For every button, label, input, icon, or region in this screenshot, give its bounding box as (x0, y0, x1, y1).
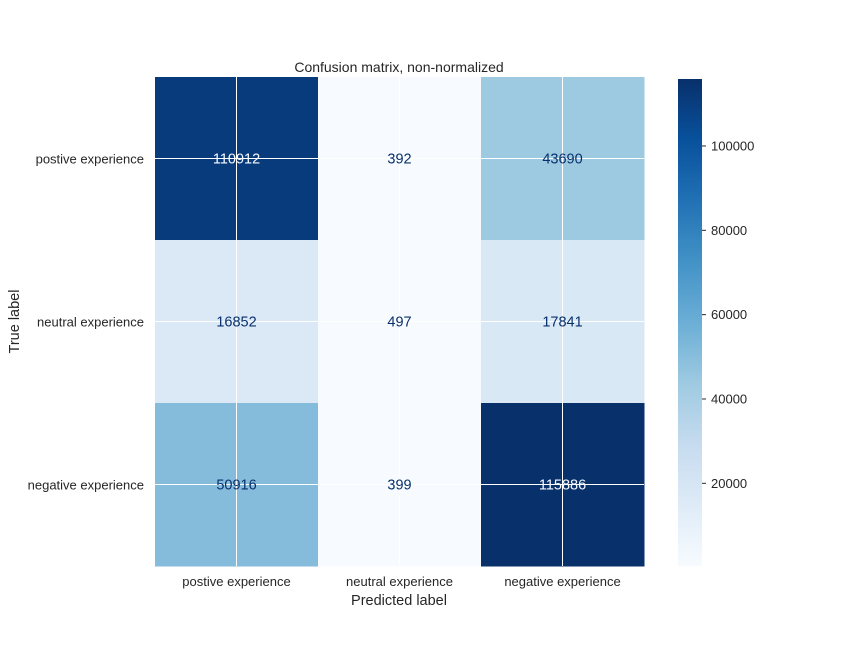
x-tick-labels: postive experience neutral experience nega… (182, 574, 620, 589)
y-tick-label: postive experience (36, 152, 144, 167)
y-axis-label: True label (7, 290, 23, 354)
colorbar-tick-label: 40000 (711, 391, 747, 406)
x-axis-label: Predicted label (351, 593, 447, 609)
y-tick-label: negative experience (28, 478, 144, 493)
cell-value-label: 110912 (213, 152, 260, 168)
colorbar-tick-label: 100000 (711, 138, 754, 153)
gridlines (155, 77, 644, 566)
cell-value-label: 497 (387, 315, 411, 331)
cell-value-label: 17841 (542, 315, 582, 331)
x-tick-label: negative experience (504, 574, 620, 589)
cell-value-label: 16852 (216, 315, 256, 331)
cell-value-labels: 110912 392 43690 16852 497 17841 50916 399 11588… (213, 152, 586, 494)
colorbar-tick-label: 80000 (711, 223, 747, 238)
x-tick-label: neutral experience (346, 574, 453, 589)
cell-value-label: 50916 (216, 478, 256, 494)
cell-value-label: 399 (387, 478, 411, 494)
y-tick-label: neutral experience (37, 315, 144, 330)
cell-value-label: 392 (387, 152, 411, 168)
colorbar-ticks: 20000 40000 60000 80000 100000 (702, 138, 754, 491)
colorbar-tick-label: 20000 (711, 476, 747, 491)
colorbar-tick-label: 60000 (711, 307, 747, 322)
colorbar (678, 79, 702, 566)
chart-title: Confusion matrix, non-normalized (294, 59, 503, 75)
cell-value-label: 43690 (542, 152, 582, 168)
cell-value-label: 115886 (539, 478, 586, 494)
y-tick-labels: postive experience neutral experience nega… (28, 152, 144, 493)
x-tick-label: postive experience (182, 574, 290, 589)
